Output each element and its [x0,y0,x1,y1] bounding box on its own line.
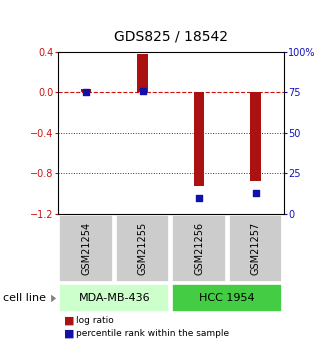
Point [196,195,202,200]
FancyBboxPatch shape [116,215,169,282]
Text: percentile rank within the sample: percentile rank within the sample [76,329,229,338]
Bar [194,92,204,186]
Point [253,190,258,196]
Text: GSM21256: GSM21256 [194,222,204,275]
FancyBboxPatch shape [173,215,226,282]
Text: GSM21255: GSM21255 [138,222,148,275]
FancyBboxPatch shape [59,284,169,313]
FancyBboxPatch shape [59,215,113,282]
Text: cell line: cell line [3,294,46,303]
Point [140,88,145,93]
Text: GDS825 / 18542: GDS825 / 18542 [114,29,228,43]
Bar [81,89,91,92]
Text: ■: ■ [64,329,75,338]
FancyBboxPatch shape [173,284,282,313]
Bar [137,54,148,92]
Text: GSM21257: GSM21257 [250,222,261,275]
FancyBboxPatch shape [229,215,282,282]
Text: HCC 1954: HCC 1954 [199,293,255,303]
Point [83,89,89,95]
Text: log ratio: log ratio [76,316,114,325]
Text: ■: ■ [64,316,75,326]
Text: MDA-MB-436: MDA-MB-436 [79,293,150,303]
Polygon shape [51,295,56,302]
Bar [250,92,261,181]
Text: GSM21254: GSM21254 [81,222,91,275]
